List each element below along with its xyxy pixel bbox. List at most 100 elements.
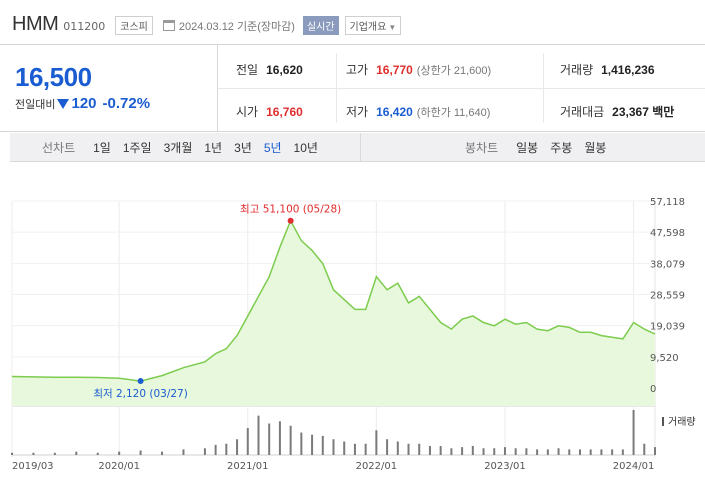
volume-bar <box>32 452 35 455</box>
volume-bar <box>557 448 560 455</box>
volume-bar <box>11 452 13 455</box>
stat-value: 16,760 <box>266 105 303 119</box>
x-tick-label: 2022/01 <box>356 461 398 472</box>
x-tick-label: 2024/01 <box>613 461 655 472</box>
tab-5y[interactable]: 5년 <box>263 140 282 155</box>
volume-bar <box>289 425 292 455</box>
volume-bar <box>632 410 635 455</box>
volume-bar <box>96 452 99 455</box>
stat-value: 1,416,236 <box>601 63 655 77</box>
y-tick-label: 47,598 <box>650 228 685 239</box>
x-tick-label: 2021/01 <box>227 461 269 472</box>
volume-bar <box>343 441 346 455</box>
stat-trade-value: 거래대금 23,367 백만 <box>560 103 674 120</box>
volume-bar <box>428 446 431 455</box>
tab-monthly[interactable]: 월봉 <box>584 140 607 155</box>
tab-daily[interactable]: 일봉 <box>516 140 539 155</box>
change-label: 전일대비 <box>15 98 56 111</box>
volume-bar <box>654 447 656 455</box>
price-chart[interactable]: 57,118 47,598 38,079 28,559 19,039 9,520 0 최고 … <box>0 162 705 478</box>
stock-code: 011200 <box>63 19 106 33</box>
volume-bar <box>364 443 367 455</box>
x-axis-ticks: 2019/03 2020/01 2021/01 2022/01 2023/01 2024/… <box>12 461 654 472</box>
volume-bar <box>161 451 164 455</box>
stat-high: 고가 16,770 (상한가 21,600) <box>346 61 491 78</box>
tab-weekly[interactable]: 주봉 <box>550 140 573 155</box>
quote-panel: 16,500 전일대비 120 -0.72% 전일 16,620 고가 16,7… <box>0 44 705 132</box>
lower-limit: (하한가 11,640) <box>416 107 491 119</box>
volume-bar <box>53 452 56 455</box>
tab-3y[interactable]: 3년 <box>234 140 252 155</box>
volume-bar <box>75 451 78 455</box>
price-change: 전일대비 120 -0.72% <box>15 95 217 112</box>
y-tick-label: 57,118 <box>650 197 685 208</box>
volume-bar <box>203 448 206 455</box>
volume-bar <box>600 449 603 455</box>
volume-bar <box>471 446 474 455</box>
stat-value: 23,367 백만 <box>612 105 675 119</box>
stat-open: 시가 16,760 <box>236 103 303 120</box>
price-area <box>12 220 655 406</box>
market-badge: 코스피 <box>115 16 153 35</box>
stats-divider <box>218 88 705 89</box>
volume-bar <box>578 449 581 455</box>
current-price: 16,500 <box>15 62 92 92</box>
volume-bar <box>311 434 314 455</box>
company-overview-dropdown[interactable]: 기업개요 ▼ <box>344 16 402 35</box>
price-line <box>11 218 656 382</box>
volume-bar <box>514 448 517 455</box>
y-axis-ticks: 57,118 47,598 38,079 28,559 19,039 9,520 0 <box>650 197 685 395</box>
volume-bar <box>482 448 485 455</box>
down-triangle-icon <box>57 98 70 109</box>
volume-bar <box>236 439 239 455</box>
volume-bar <box>321 435 324 455</box>
stats-grid: 전일 16,620 고가 16,770 (상한가 21,600) 거래량 1,4… <box>218 45 705 131</box>
base-date: 2024.03.12 기준(장마감) <box>178 20 295 33</box>
y-tick-label: 0 <box>650 384 656 395</box>
volume-bar <box>643 443 646 455</box>
stock-name: HMM <box>12 12 59 35</box>
realtime-button[interactable]: 실시간 <box>302 16 339 35</box>
company-overview-label: 기업개요 <box>349 22 387 33</box>
volume-bar <box>461 447 464 455</box>
tab-3m[interactable]: 3개월 <box>163 140 193 155</box>
volume-bar <box>621 449 624 455</box>
tab-10y[interactable]: 10년 <box>293 140 318 155</box>
stock-header: HMM 011200 코스피 2024.03.12 기준(장마감) 실시간 기업… <box>12 10 402 38</box>
low-annotation: 최저 2,120 (03/27) <box>93 388 188 400</box>
volume-bar <box>439 446 442 455</box>
volume-bar <box>300 432 303 455</box>
upper-limit: (상한가 21,600) <box>416 65 492 77</box>
stat-low: 저가 16,420 (하한가 11,640) <box>346 103 490 120</box>
volume-bar <box>257 415 260 455</box>
calendar-icon <box>162 20 175 31</box>
volume-bar <box>139 450 142 455</box>
volume-bar <box>396 441 399 455</box>
volume-bar <box>568 449 571 455</box>
stat-label: 고가 <box>346 63 369 77</box>
y-tick-label: 19,039 <box>650 322 685 333</box>
annotation-marker <box>287 217 294 224</box>
high-annotation: 최고 51,100 (05/28) <box>240 204 341 216</box>
volume-bar <box>386 439 389 455</box>
x-tick-label: 2020/01 <box>98 461 140 472</box>
tab-1w[interactable]: 1주일 <box>122 140 152 155</box>
price-box: 16,500 전일대비 120 -0.72% <box>0 45 218 131</box>
volume-bar <box>546 449 549 455</box>
volume-bar <box>418 443 421 455</box>
stat-label: 전일 <box>236 63 259 77</box>
candle-chart-label: 봉차트 <box>465 140 499 155</box>
tab-1y[interactable]: 1년 <box>204 140 223 155</box>
chart-period-tabs: 선차트 1일 1주일 3개월 1년 3년 5년 10년 봉차트 일봉 주봉 월봉 <box>10 133 705 162</box>
volume-bar <box>450 448 453 455</box>
change-value: 120 <box>71 95 97 112</box>
volume-bar <box>278 421 281 455</box>
y-tick-label: 9,520 <box>650 353 679 364</box>
tab-1d[interactable]: 1일 <box>93 140 111 155</box>
chart-annotations: 최고 51,100 (05/28) 최저 2,120 (03/27) <box>93 204 341 400</box>
line-chart-label: 선차트 <box>42 140 76 155</box>
stat-volume: 거래량 1,416,236 <box>560 61 655 78</box>
volume-bar <box>214 444 217 455</box>
tabs-divider <box>360 133 361 161</box>
stat-label: 시가 <box>236 105 259 119</box>
